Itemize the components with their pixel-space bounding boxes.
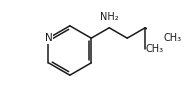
Text: NH₂: NH₂ [100, 12, 119, 22]
Text: CH₃: CH₃ [164, 33, 182, 43]
Text: CH₃: CH₃ [146, 44, 164, 54]
Text: N: N [45, 33, 52, 43]
